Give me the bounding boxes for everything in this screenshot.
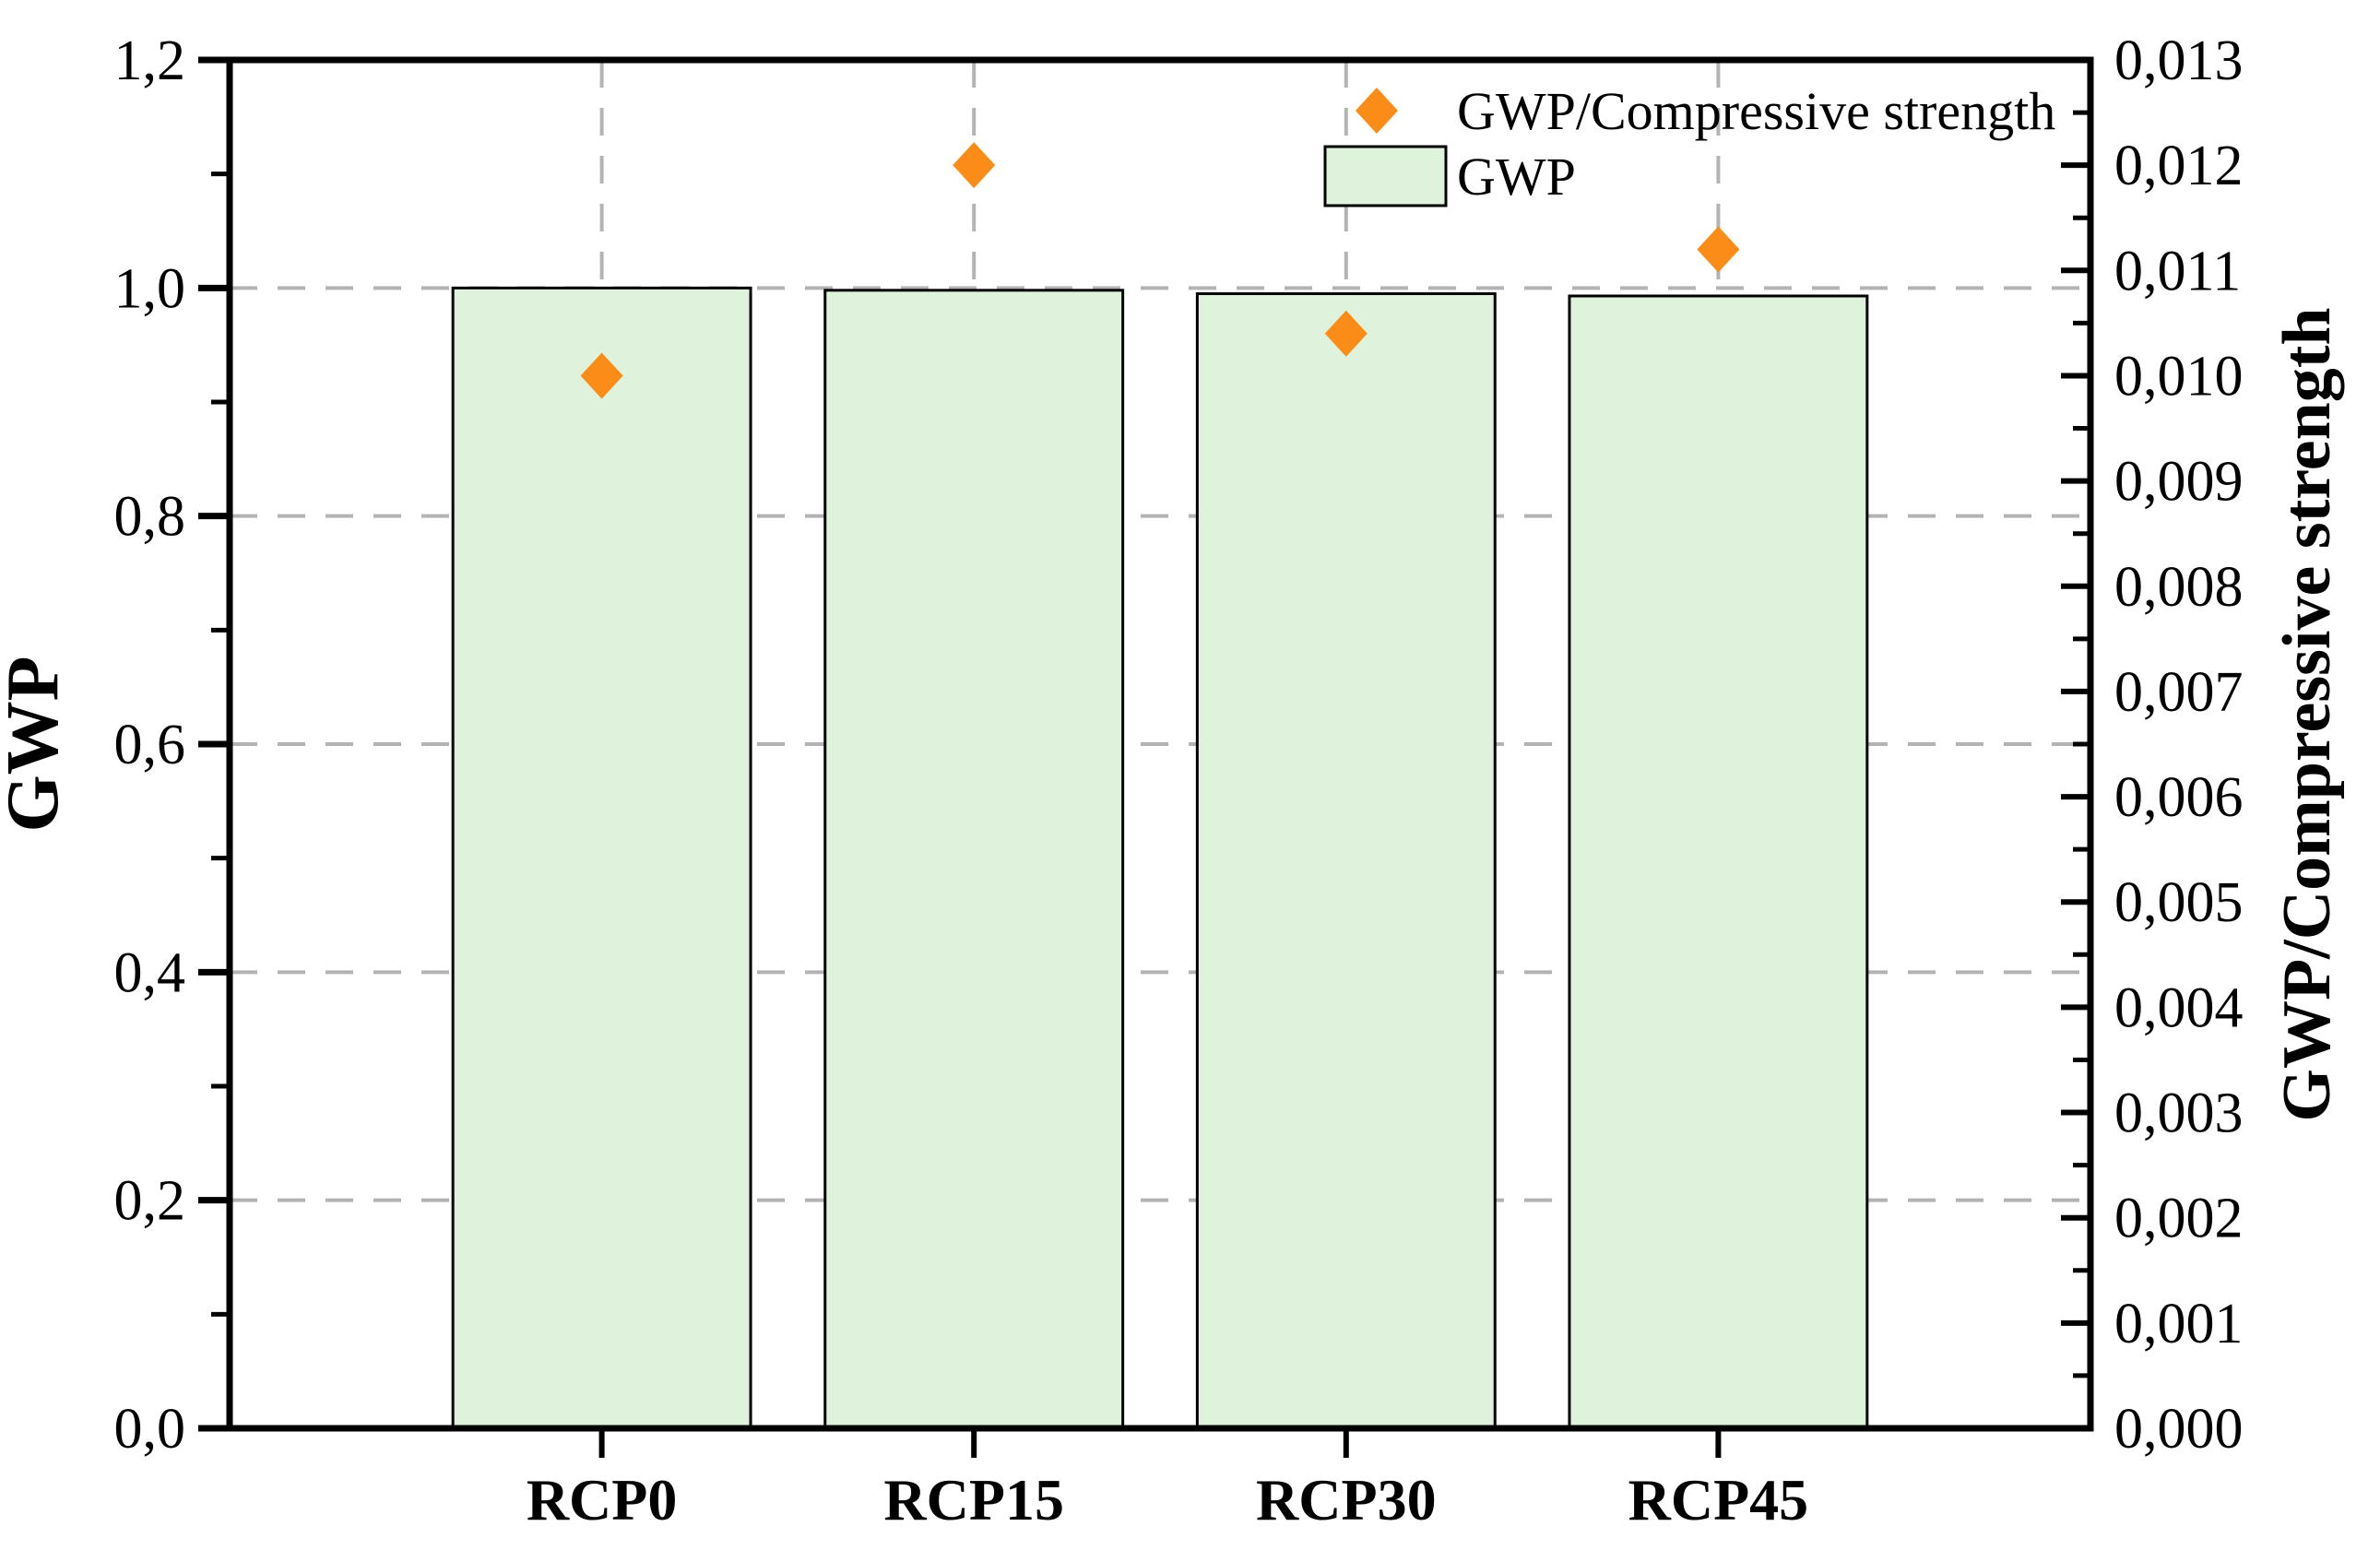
x-tick-label: RCP0 (527, 1467, 678, 1532)
legend-label-gwp: GWP (1457, 147, 1576, 207)
label-layer: 0,0 0,2 0,4 0,6 0,8 1,0 1,2 0,000 0,001 0,002 0,00… (114, 30, 2244, 1532)
bars-layer (451, 286, 1869, 1430)
x-tick-label: RCP15 (883, 1467, 1064, 1532)
legend-swatch-gwp (1323, 145, 1448, 207)
right-tick-label: 0,001 (2114, 1293, 2244, 1355)
right-tick-label: 0,003 (2114, 1083, 2244, 1145)
marker-RCP30 (1324, 310, 1368, 357)
bar-RCP45 (1568, 294, 1869, 1430)
right-tick-label: 0,006 (2114, 766, 2244, 829)
marker-RCP15 (953, 142, 996, 189)
right-tick-label: 0,005 (2114, 871, 2244, 934)
x-tick-label: RCP45 (1628, 1467, 1809, 1532)
left-tick-label: 0,6 (114, 714, 186, 776)
marker-layer (580, 142, 1740, 399)
right-tick-label: 0,007 (2114, 661, 2244, 724)
left-tick-label: 0,2 (114, 1170, 186, 1233)
left-tick-label: 0,0 (114, 1398, 186, 1461)
bar-RCP15 (823, 289, 1125, 1430)
legend-diamond-icon (1356, 88, 1398, 134)
axes-layer (198, 56, 2094, 1458)
right-tick-label: 0,008 (2114, 556, 2244, 619)
right-tick-label: 0,009 (2114, 451, 2244, 514)
left-tick-label: 1,2 (114, 30, 186, 92)
legend-label-ratio: GWP/Compressive strength (1457, 81, 2055, 141)
right-axis-title: GWP/Compressive strength (2269, 307, 2345, 1121)
left-tick-label: 1,0 (114, 257, 186, 320)
right-tick-label: 0,013 (2114, 30, 2244, 92)
marker-RCP45 (1697, 226, 1740, 273)
right-tick-label: 0,004 (2114, 976, 2244, 1039)
right-tick-label: 0,011 (2114, 240, 2241, 302)
x-tick-label: RCP30 (1256, 1467, 1437, 1532)
right-tick-label: 0,000 (2114, 1398, 2244, 1461)
right-tick-label: 0,002 (2114, 1188, 2244, 1250)
left-axis-title: GWP (0, 656, 74, 832)
left-tick-label: 0,8 (114, 486, 186, 549)
right-tick-label: 0,012 (2114, 135, 2244, 197)
right-tick-label: 0,010 (2114, 345, 2244, 408)
bar-RCP0 (451, 286, 752, 1430)
left-tick-label: 0,4 (114, 941, 186, 1004)
marker-RCP0 (580, 352, 623, 399)
bar-RCP30 (1195, 292, 1497, 1430)
